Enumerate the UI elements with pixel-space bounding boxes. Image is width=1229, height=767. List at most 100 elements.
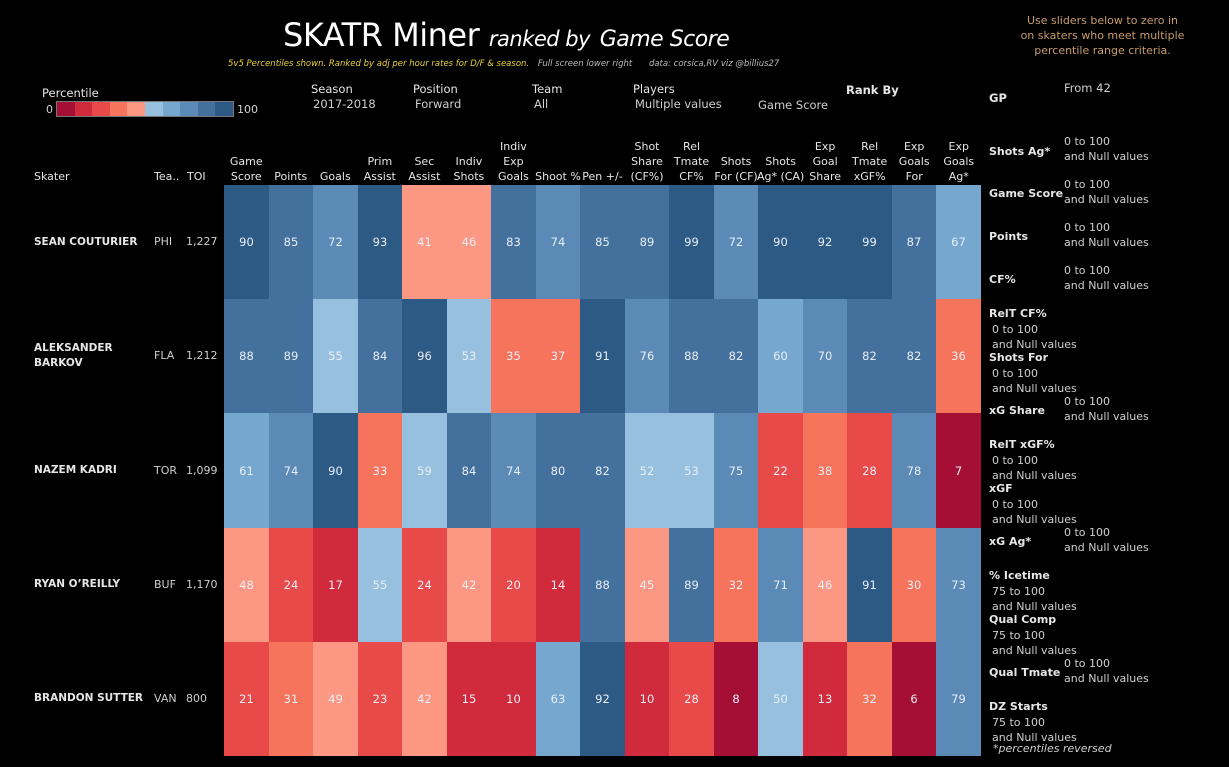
heatmap-cell[interactable]: 46: [803, 528, 847, 642]
heatmap-cell[interactable]: 92: [803, 185, 847, 299]
range-slider[interactable]: 75 to 100 and Null values: [992, 715, 1077, 745]
heatmap-cell[interactable]: 92: [580, 642, 625, 756]
position-filter[interactable]: Forward: [415, 97, 462, 111]
heatmap-cell[interactable]: 82: [892, 299, 936, 413]
heatmap-cell[interactable]: 70: [803, 299, 847, 413]
range-slider[interactable]: 0 to 100 and Null values: [992, 497, 1077, 527]
heatmap-cell[interactable]: 67: [936, 185, 981, 299]
heatmap-cell[interactable]: 22: [758, 413, 803, 528]
heatmap-cell[interactable]: 79: [936, 642, 981, 756]
heatmap-cell[interactable]: 75: [714, 413, 758, 528]
heatmap-cell[interactable]: 7: [936, 413, 981, 528]
column-header[interactable]: Rel Tmate xGF%: [843, 138, 896, 184]
column-header[interactable]: Goals: [309, 138, 362, 184]
range-slider[interactable]: 0 to 100 and Null values: [1064, 656, 1149, 686]
heatmap-cell[interactable]: 96: [402, 299, 447, 413]
column-header[interactable]: Exp Goals For: [888, 138, 941, 184]
heatmap-cell[interactable]: 55: [313, 299, 358, 413]
heatmap-cell[interactable]: 59: [402, 413, 447, 528]
heatmap-cell[interactable]: 31: [269, 642, 313, 756]
heatmap-cell[interactable]: 15: [447, 642, 491, 756]
skater-name[interactable]: BRANDON SUTTER: [34, 691, 143, 706]
range-slider[interactable]: 0 to 100 and Null values: [1064, 525, 1149, 555]
heatmap-cell[interactable]: 85: [580, 185, 625, 299]
heatmap-cell[interactable]: 73: [936, 528, 981, 642]
heatmap-cell[interactable]: 74: [269, 413, 313, 528]
skater-name[interactable]: ALEKSANDER BARKOV: [34, 341, 113, 371]
heatmap-cell[interactable]: 52: [625, 413, 669, 528]
heatmap-cell[interactable]: 46: [447, 185, 491, 299]
heatmap-cell[interactable]: 33: [358, 413, 402, 528]
heatmap-cell[interactable]: 88: [580, 528, 625, 642]
heatmap-cell[interactable]: 36: [936, 299, 981, 413]
season-filter[interactable]: 2017-2018: [313, 97, 376, 111]
heatmap-cell[interactable]: 30: [892, 528, 936, 642]
heatmap-cell[interactable]: 83: [491, 185, 536, 299]
range-slider[interactable]: 0 to 100 and Null values: [1064, 220, 1149, 250]
heatmap-cell[interactable]: 6: [892, 642, 936, 756]
heatmap-cell[interactable]: 45: [625, 528, 669, 642]
column-header[interactable]: Shot Share (CF%): [621, 138, 674, 184]
rank-by-selector[interactable]: Game Score: [758, 98, 829, 112]
skater-name[interactable]: SEAN COUTURIER: [34, 235, 137, 250]
heatmap-cell[interactable]: 41: [402, 185, 447, 299]
heatmap-cell[interactable]: 13: [803, 642, 847, 756]
heatmap-cell[interactable]: 90: [224, 185, 269, 299]
players-filter[interactable]: Multiple values: [635, 97, 722, 111]
heatmap-cell[interactable]: 85: [269, 185, 313, 299]
heatmap-cell[interactable]: 24: [402, 528, 447, 642]
skater-name[interactable]: RYAN O’REILLY: [34, 577, 120, 592]
heatmap-cell[interactable]: 38: [803, 413, 847, 528]
heatmap-cell[interactable]: 10: [625, 642, 669, 756]
heatmap-cell[interactable]: 35: [491, 299, 536, 413]
heatmap-cell[interactable]: 89: [269, 299, 313, 413]
column-header[interactable]: Shots Ag* (CA): [754, 138, 807, 184]
heatmap-cell[interactable]: 24: [269, 528, 313, 642]
range-slider[interactable]: 0 to 100 and Null values: [1064, 134, 1149, 164]
heatmap-cell[interactable]: 23: [358, 642, 402, 756]
heatmap-cell[interactable]: 61: [224, 413, 269, 528]
heatmap-cell[interactable]: 42: [402, 642, 447, 756]
gp-filter[interactable]: From 42: [1064, 81, 1111, 95]
heatmap-cell[interactable]: 91: [847, 528, 892, 642]
heatmap-cell[interactable]: 90: [313, 413, 358, 528]
column-header[interactable]: Rel Tmate CF%: [665, 138, 718, 184]
column-header[interactable]: Game Score: [220, 138, 273, 184]
column-header[interactable]: Shots For (CF): [710, 138, 763, 184]
heatmap-cell[interactable]: 48: [224, 528, 269, 642]
column-header[interactable]: Sec Assist: [398, 138, 451, 184]
heatmap-cell[interactable]: 82: [580, 413, 625, 528]
heatmap-cell[interactable]: 17: [313, 528, 358, 642]
column-header[interactable]: Prim Assist: [354, 138, 407, 184]
heatmap-cell[interactable]: 28: [847, 413, 892, 528]
column-header[interactable]: Pen +/-: [576, 138, 629, 184]
heatmap-cell[interactable]: 82: [847, 299, 892, 413]
heatmap-cell[interactable]: 91: [580, 299, 625, 413]
column-header[interactable]: Indiv Shots: [443, 138, 496, 184]
heatmap-cell[interactable]: 87: [892, 185, 936, 299]
team-filter[interactable]: All: [534, 97, 549, 111]
heatmap-cell[interactable]: 71: [758, 528, 803, 642]
heatmap-cell[interactable]: 80: [536, 413, 580, 528]
heatmap-cell[interactable]: 84: [358, 299, 402, 413]
skater-name[interactable]: NAZEM KADRI: [34, 463, 117, 478]
heatmap-cell[interactable]: 32: [847, 642, 892, 756]
column-header[interactable]: Shoot %: [532, 138, 585, 184]
heatmap-cell[interactable]: 60: [758, 299, 803, 413]
heatmap-cell[interactable]: 53: [447, 299, 491, 413]
range-slider[interactable]: 75 to 100 and Null values: [992, 628, 1077, 658]
heatmap-cell[interactable]: 82: [714, 299, 758, 413]
column-header[interactable]: Exp Goals Ag*: [932, 138, 985, 184]
column-header[interactable]: Exp Goal Share: [799, 138, 852, 184]
heatmap-cell[interactable]: 32: [714, 528, 758, 642]
heatmap-cell[interactable]: 99: [669, 185, 714, 299]
heatmap-cell[interactable]: 63: [536, 642, 580, 756]
heatmap-cell[interactable]: 50: [758, 642, 803, 756]
heatmap-cell[interactable]: 74: [491, 413, 536, 528]
heatmap-cell[interactable]: 89: [625, 185, 669, 299]
range-slider[interactable]: 75 to 100 and Null values: [992, 584, 1077, 614]
heatmap-cell[interactable]: 49: [313, 642, 358, 756]
heatmap-cell[interactable]: 55: [358, 528, 402, 642]
heatmap-cell[interactable]: 90: [758, 185, 803, 299]
heatmap-cell[interactable]: 72: [714, 185, 758, 299]
